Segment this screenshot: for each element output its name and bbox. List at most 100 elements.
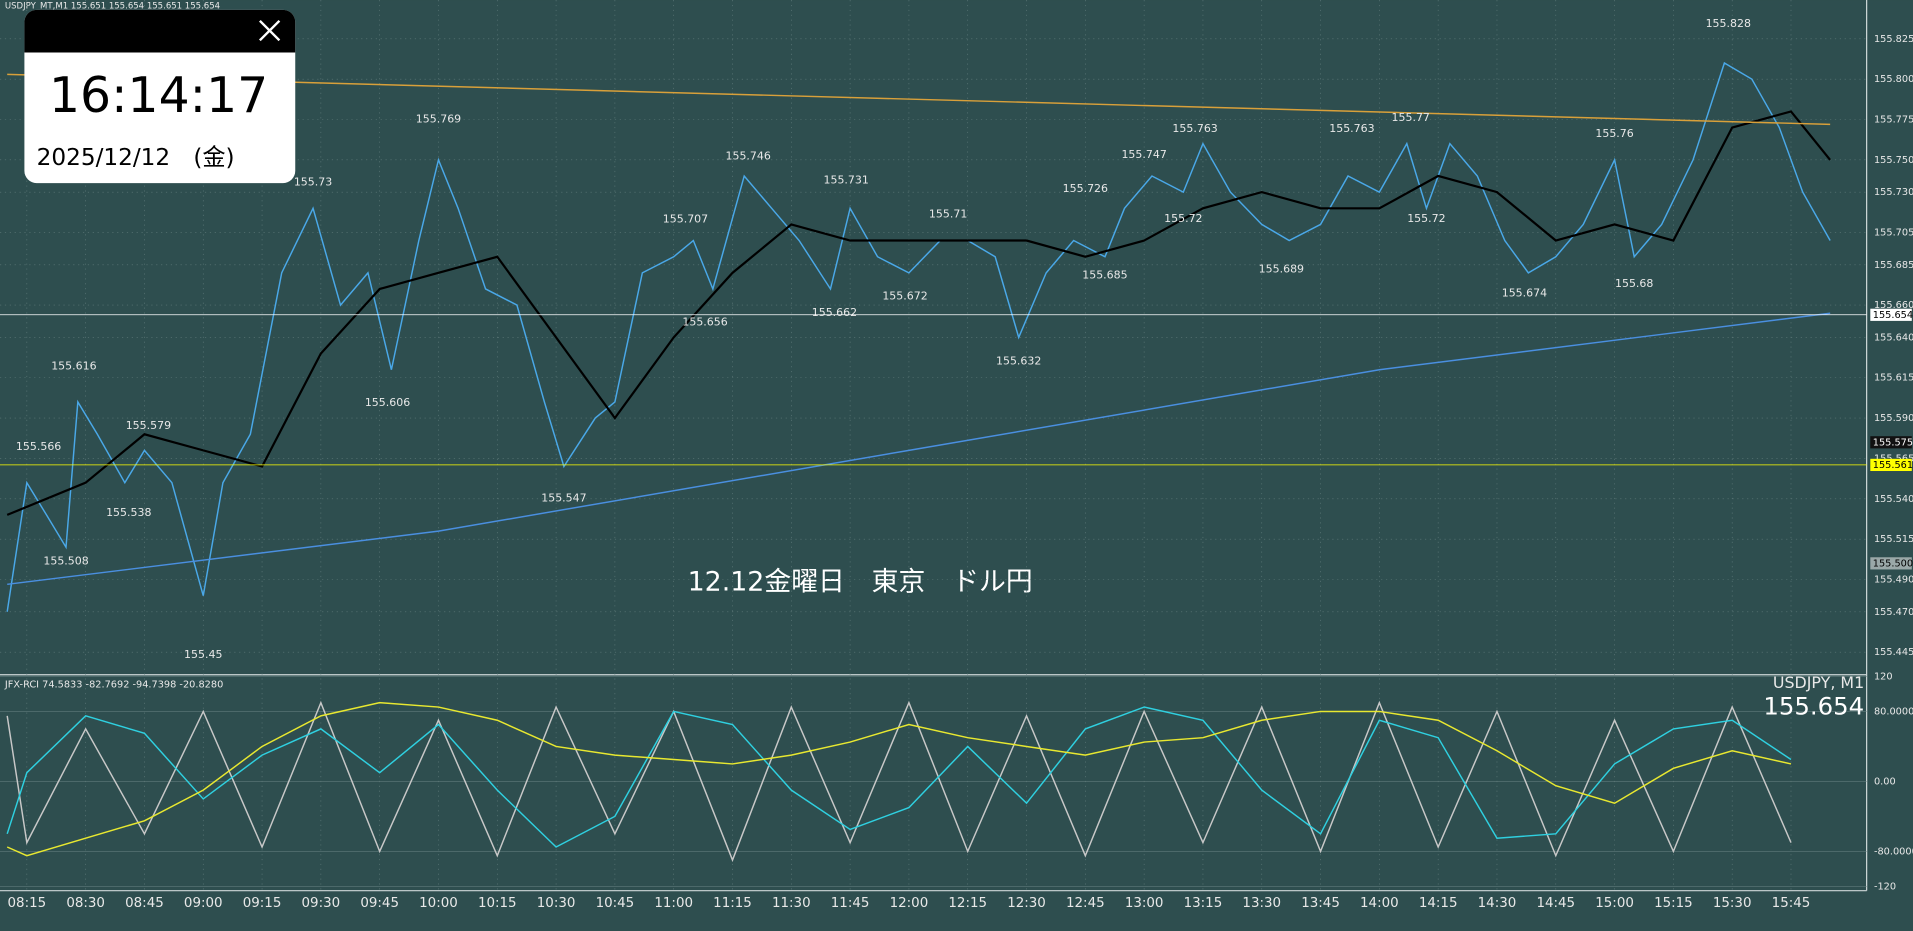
high-label: 155.579 <box>126 419 171 432</box>
x-tick-label: 15:30 <box>1713 896 1752 911</box>
high-label: 155.828 <box>1706 17 1751 30</box>
corner-title: USDJPY, M1 <box>1773 673 1864 692</box>
price-tag <box>1870 436 1912 449</box>
y-tick-label: 120 <box>1874 671 1893 682</box>
y-tick-label: 155.685 <box>1874 260 1913 271</box>
y-tick-label: 155.470 <box>1874 607 1913 618</box>
series-line <box>6 110 1832 516</box>
x-tick-label: 15:00 <box>1595 896 1634 911</box>
low-label: 155.68 <box>1615 277 1653 290</box>
x-tick-label: 13:15 <box>1184 896 1223 911</box>
x-tick-label: 15:15 <box>1654 896 1693 911</box>
low-label: 155.606 <box>365 396 410 409</box>
series-line <box>7 312 1831 586</box>
y-tick-label: 155.775 <box>1874 115 1913 126</box>
y-tick-label: -120 <box>1874 881 1896 892</box>
y-tick-label: 155.540 <box>1874 494 1913 505</box>
low-label: 155.656 <box>682 316 727 329</box>
x-tick-label: 10:45 <box>596 896 635 911</box>
clock-header <box>24 9 296 53</box>
close-button[interactable] <box>259 19 281 42</box>
low-label: 155.662 <box>812 306 857 319</box>
x-tick-label: 11:45 <box>831 896 870 911</box>
caption: 12.12金曜日 東京 ドル円 <box>688 567 1033 598</box>
price-tag-label: 155.500 <box>1873 558 1913 569</box>
low-label: 155.674 <box>1502 286 1547 299</box>
low-label: 155.72 <box>1164 212 1202 225</box>
x-tick-label: 12:30 <box>1007 896 1046 911</box>
x-tick-label: 08:45 <box>125 896 164 911</box>
price-tag <box>1870 458 1912 472</box>
series-line <box>6 701 1792 857</box>
y-tick-label: 155.515 <box>1874 534 1913 545</box>
y-tick-label: 155.750 <box>1874 155 1913 166</box>
high-label: 155.73 <box>294 175 332 188</box>
series-line <box>7 73 1831 126</box>
x-tick-label: 12:45 <box>1066 896 1105 911</box>
clock-date: 2025/12/12 (金) <box>37 144 235 171</box>
x-tick-label: 12:15 <box>948 896 987 911</box>
high-label: 155.76 <box>1595 127 1633 140</box>
series-line <box>6 706 1792 848</box>
x-tick-label: 14:15 <box>1419 896 1458 911</box>
high-label: 155.746 <box>726 150 771 163</box>
x-tick-label: 12:00 <box>890 896 929 911</box>
x-tick-label: 11:30 <box>772 896 811 911</box>
series-line <box>6 700 1792 863</box>
y-tick-label: 155.660 <box>1874 300 1913 311</box>
low-label: 155.689 <box>1259 262 1304 275</box>
x-tick-label: 13:00 <box>1125 896 1164 911</box>
x-tick-label: 08:15 <box>8 896 47 911</box>
clock-widget: 16:14:17 2025/12/12 (金) <box>24 9 296 184</box>
y-tick-label: -80.0000 <box>1874 846 1913 857</box>
x-tick-label: 13:30 <box>1242 896 1281 911</box>
low-label: 155.672 <box>882 290 927 303</box>
low-label: 155.547 <box>541 491 586 504</box>
low-label: 155.632 <box>996 354 1041 367</box>
x-tick-label: 10:15 <box>478 896 517 911</box>
price-tag <box>1870 308 1912 321</box>
y-tick-label: 155.590 <box>1874 413 1913 424</box>
x-tick-label: 09:30 <box>302 896 341 911</box>
x-tick-label: 11:15 <box>713 896 752 911</box>
high-label: 155.71 <box>929 208 967 221</box>
high-label: 155.77 <box>1392 111 1430 124</box>
low-label: 155.45 <box>184 648 222 661</box>
x-tick-label: 08:30 <box>66 896 105 911</box>
high-label: 155.566 <box>16 440 61 453</box>
high-label: 155.616 <box>51 359 96 372</box>
price-tag-label: 155.654 <box>1873 310 1913 321</box>
x-tick-label: 14:30 <box>1478 896 1517 911</box>
high-label: 155.763 <box>1329 122 1374 135</box>
x-tick-label: 10:00 <box>419 896 458 911</box>
y-tick-label: 155.825 <box>1874 34 1913 45</box>
x-tick-label: 09:00 <box>184 896 223 911</box>
low-label: 155.508 <box>43 554 88 567</box>
y-tick-label: 0.00 <box>1874 776 1896 787</box>
low-label: 155.538 <box>106 506 151 519</box>
x-tick-label: 09:45 <box>360 896 399 911</box>
clock-box <box>24 9 296 184</box>
high-label: 155.731 <box>824 174 869 187</box>
low-label: 155.685 <box>1082 269 1127 282</box>
price-tag <box>1870 557 1912 570</box>
indicator-title: JFX-RCI 74.5833 -82.7692 -94.7398 -20.82… <box>4 679 223 690</box>
x-tick-label: 09:15 <box>243 896 282 911</box>
x-tick-label: 14:45 <box>1536 896 1575 911</box>
y-tick-label: 155.705 <box>1874 227 1913 238</box>
price-tag-label: 155.561 <box>1873 460 1913 471</box>
high-label: 155.763 <box>1172 122 1217 135</box>
symbol-line: USDJPY_MT,M1 155.651 155.654 155.651 155… <box>5 2 220 12</box>
y-tick-label: 155.445 <box>1874 647 1913 658</box>
y-tick-label: 155.800 <box>1874 74 1913 85</box>
high-label: 155.726 <box>1063 182 1108 195</box>
x-tick-label: 10:30 <box>537 896 576 911</box>
y-tick-label: 155.615 <box>1874 373 1913 384</box>
price-tag-label: 155.575 <box>1873 437 1913 448</box>
x-tick-label: 11:00 <box>654 896 693 911</box>
x-tick-label: 13:45 <box>1301 896 1340 911</box>
y-tick-label: 155.490 <box>1874 575 1913 586</box>
y-tick-label: 155.730 <box>1874 187 1913 198</box>
